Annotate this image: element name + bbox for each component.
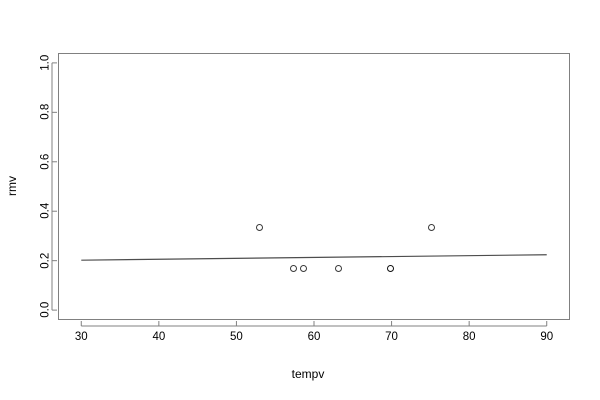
x-axis-tick-label: 40 <box>152 331 166 343</box>
data-point <box>290 265 298 273</box>
y-axis-title: rmv <box>5 176 19 196</box>
y-axis-tick-label: 0.2 <box>39 252 52 269</box>
data-point <box>428 224 436 232</box>
x-axis-tick-label: 50 <box>230 331 243 343</box>
x-axis-tick-label: 90 <box>540 331 554 343</box>
plot-panel-box <box>58 53 570 320</box>
x-axis-tick-label: 80 <box>462 331 476 343</box>
x-axis-tick-label: 60 <box>307 331 321 343</box>
y-axis-tick-label: 1.0 <box>39 54 52 71</box>
x-axis-tick-label: 70 <box>385 331 398 343</box>
data-point <box>256 224 264 232</box>
data-point <box>300 265 308 273</box>
y-axis-tick-label: 0.0 <box>39 301 52 318</box>
x-axis-title: tempv <box>291 367 325 381</box>
x-axis-tick-label: 30 <box>74 331 88 343</box>
y-axis-tick-label: 0.6 <box>39 153 52 170</box>
data-point <box>387 265 395 273</box>
y-axis-tick-label: 0.8 <box>39 104 52 121</box>
data-point <box>335 265 343 273</box>
y-axis-tick-label: 0.4 <box>39 202 52 219</box>
